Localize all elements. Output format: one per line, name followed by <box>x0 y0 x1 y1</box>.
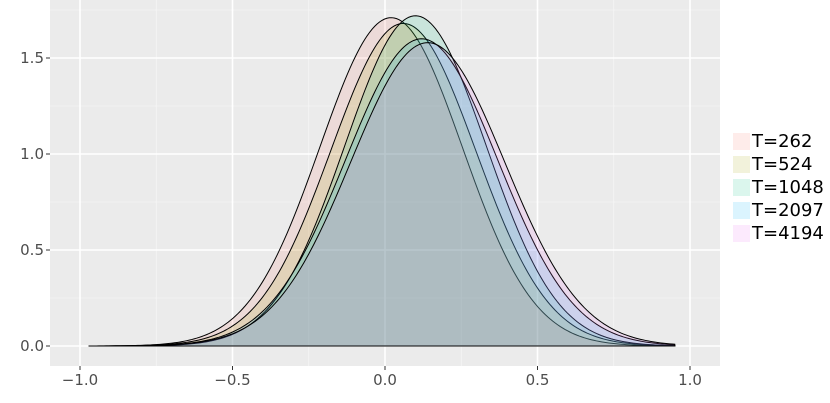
legend-key <box>733 225 750 242</box>
legend-label: T=4194 <box>751 223 824 244</box>
y-tick-label: 1.5 <box>20 49 44 67</box>
density-areas <box>88 15 676 347</box>
legend-key-bg <box>733 133 750 150</box>
legend-key <box>733 156 750 173</box>
legend-label: T=262 <box>751 131 812 152</box>
legend-key <box>733 179 750 196</box>
y-axis: 0.0 0.5 1.0 1.5 <box>20 49 50 355</box>
density-area-t-524 <box>88 22 676 347</box>
legend-key-bg <box>733 179 750 196</box>
legend-key <box>733 133 750 150</box>
x-axis: −1.0 −0.5 0.0 0.5 1.0 <box>62 366 702 389</box>
x-tick-label: −0.5 <box>214 371 250 389</box>
legend-key <box>733 202 750 219</box>
x-tick-label: −1.0 <box>62 371 98 389</box>
y-tick-label: 0.5 <box>20 241 44 259</box>
x-tick-label: 1.0 <box>678 371 702 389</box>
density-area-t-4194 <box>88 42 676 347</box>
legend-key-bg <box>733 202 750 219</box>
x-tick-label: 0.0 <box>373 371 397 389</box>
legend-label: T=1048 <box>751 177 824 198</box>
legend-key-bg <box>733 156 750 173</box>
legend-label: T=524 <box>751 154 812 175</box>
y-tick-label: 1.0 <box>20 145 44 163</box>
x-tick-label: 0.5 <box>526 371 550 389</box>
legend-key-bg <box>733 225 750 242</box>
density-area-t-262 <box>88 17 676 347</box>
legend-label: T=2097 <box>751 200 824 221</box>
y-tick-label: 0.0 <box>20 337 44 355</box>
